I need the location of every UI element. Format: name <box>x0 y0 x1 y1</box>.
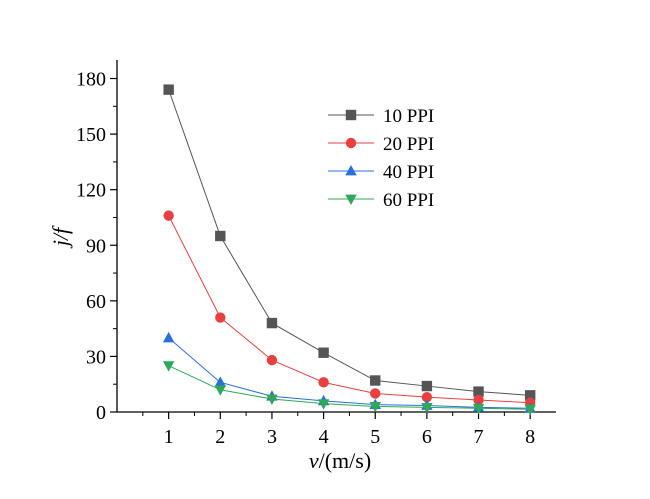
ticks: 0 30 60 90 120 150 180 1 2 3 4 5 6 7 8 <box>76 69 535 448</box>
x-tick-label: 2 <box>215 426 225 448</box>
series-line <box>168 215 531 404</box>
x-tick-label: 7 <box>474 426 484 448</box>
y-tick-label: 120 <box>76 180 106 202</box>
series-3 <box>162 361 536 416</box>
y-tick-label: 90 <box>86 235 106 257</box>
y-tick-label: 0 <box>96 402 106 424</box>
legend-marker <box>345 137 357 149</box>
data-point <box>318 377 329 388</box>
series-0 <box>163 84 536 401</box>
data-point <box>421 402 433 414</box>
data-point <box>215 230 226 242</box>
data-point <box>266 394 278 406</box>
data-point <box>370 375 381 386</box>
data-point <box>524 404 536 416</box>
legend-entry: 60 PPI <box>328 190 434 211</box>
data-point <box>266 317 278 329</box>
data-point <box>318 347 329 358</box>
y-tick-label: 60 <box>86 291 106 313</box>
data-point <box>214 385 227 396</box>
data-point <box>266 354 278 366</box>
legend-label: 20 PPI <box>383 134 434 155</box>
data-point <box>163 210 174 221</box>
legend-marker <box>345 194 357 205</box>
axes <box>116 60 556 413</box>
series-line <box>168 337 531 409</box>
data-point <box>472 403 485 415</box>
data-point <box>162 331 175 343</box>
data-point <box>214 376 227 387</box>
series-line <box>168 89 531 396</box>
x-tick-label: 6 <box>422 426 432 448</box>
data-point <box>473 386 484 397</box>
series-layer <box>162 84 536 416</box>
legend-entry: 10 PPI <box>328 106 434 127</box>
data-point <box>163 84 174 95</box>
data-point <box>473 394 484 406</box>
legend-label: 40 PPI <box>383 162 434 183</box>
data-point <box>421 380 433 392</box>
data-point <box>162 361 175 372</box>
legend: 10 PPI 20 PPI 40 PPI 60 PPI <box>328 106 434 211</box>
legend-entry: 20 PPI <box>328 134 434 155</box>
data-point <box>317 399 330 410</box>
x-tick-label: 8 <box>525 426 535 448</box>
x-axis-title: v/(m/s) <box>309 448 371 473</box>
data-point <box>421 391 433 403</box>
x-tick-label: 5 <box>370 426 380 448</box>
y-tick-label: 180 <box>76 69 106 91</box>
series-line <box>168 365 531 410</box>
legend-label: 10 PPI <box>383 106 434 127</box>
legend-marker <box>345 165 357 176</box>
legend-marker <box>345 109 357 121</box>
data-point <box>524 390 536 401</box>
legend-entry: 40 PPI <box>328 162 434 183</box>
data-point <box>370 388 381 399</box>
y-tick-label: 30 <box>86 346 106 368</box>
y-axis-title: j/f <box>48 225 73 249</box>
legend-label: 60 PPI <box>383 190 434 211</box>
data-point <box>215 312 226 323</box>
data-point <box>369 402 381 413</box>
x-tick-label: 4 <box>319 426 329 448</box>
x-tick-label: 3 <box>267 426 277 448</box>
y-tick-label: 150 <box>76 124 106 146</box>
x-tick-label: 1 <box>164 426 174 448</box>
